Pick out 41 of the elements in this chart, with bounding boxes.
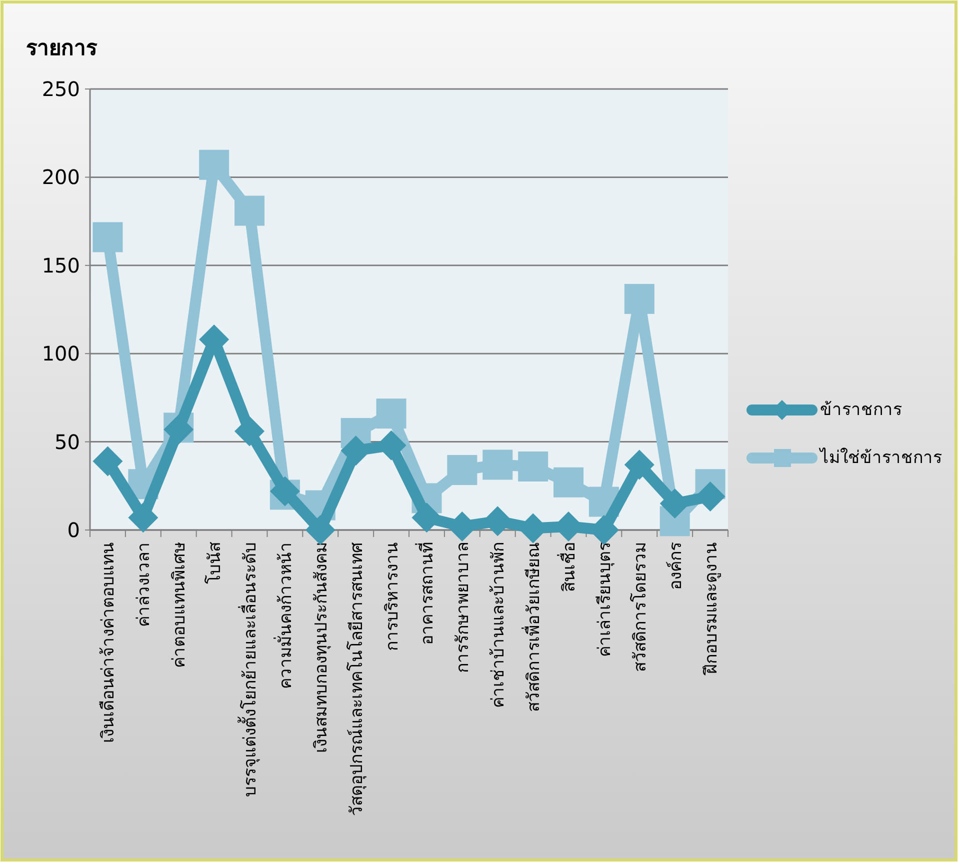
legend-label: ไม่ใช่ข้าราชการ (818, 447, 942, 468)
x-tick-label: สินเชื่อ (556, 542, 580, 592)
x-tick-label: เงินสมทบกองทุนประกันสังคม (311, 542, 332, 753)
x-tick-label: อาคารสถานที่ (414, 542, 438, 645)
y-tick-label: 200 (42, 165, 80, 190)
point (234, 416, 264, 446)
point (305, 515, 336, 545)
point (447, 455, 478, 486)
x-tick-label: ค่าตอบแทนพิเศษ (170, 542, 190, 668)
legend-label: ข้าราชการ (820, 400, 902, 420)
y-tick-label: 150 (42, 253, 80, 278)
x-tick-label: องค์กร (666, 542, 686, 590)
x-tick-label: เงินเดือนค่าจ้างค่าตอบแทน (98, 542, 119, 743)
x-tick-label: ค่าเล่าเรียนบุตร (594, 542, 615, 657)
point (128, 502, 158, 533)
x-tick-label: การรักษาพยาบาล (453, 542, 474, 673)
point (92, 446, 123, 476)
point (92, 222, 123, 252)
point (554, 467, 584, 498)
point (199, 150, 230, 180)
x-tick-label: ค่าเช่าบ้านและบ้านพัก (488, 542, 509, 708)
point (376, 398, 406, 429)
x-tick-label: สวัสดิการโดยรวม (629, 542, 650, 672)
x-tick-label: การบริหารงาน (382, 542, 402, 651)
point (518, 451, 548, 482)
y-axis-title: รายการ (26, 36, 98, 60)
point (624, 450, 654, 480)
y-tick-label: 100 (42, 342, 80, 366)
x-tick-label: ค่าล่วงเวลา (134, 542, 154, 627)
point (234, 196, 264, 226)
y-tick-label: 0 (67, 518, 80, 542)
x-tick-label: บรรจุแต่งตั้งโยกย้ายและเลื่อนระดับ (238, 542, 260, 797)
x-tick-label: สวัสดิการเพื่อวัยเกษียณ (521, 542, 544, 712)
x-tick-label: ฝึกอบรมและดูงาน (701, 542, 722, 676)
x-tick-label: วัสดุอุปกรณ์และเทคโนโลยีสารสนเทศ (346, 542, 367, 816)
y-tick-label: 50 (54, 430, 80, 454)
x-tick-label: โบนัส (204, 541, 226, 584)
point (624, 284, 654, 314)
y-tick-label: 250 (42, 77, 80, 101)
point (482, 450, 513, 480)
x-tick-label: ความมั่นคงก้าวหน้า (272, 542, 296, 689)
